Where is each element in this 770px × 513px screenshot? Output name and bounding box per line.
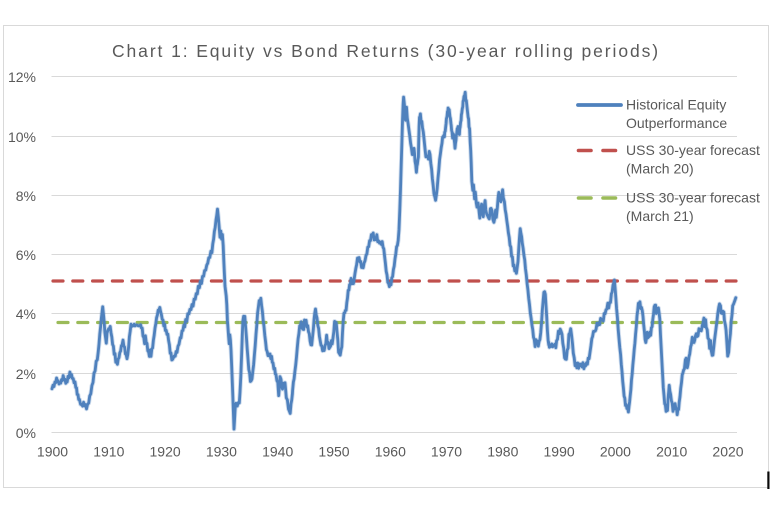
svg-text:1980: 1980 [487, 444, 518, 460]
svg-text:2010: 2010 [656, 444, 687, 460]
svg-text:6%: 6% [16, 247, 36, 263]
svg-text:USS 30-year forecast: USS 30-year forecast [626, 190, 760, 206]
svg-text:(March 20): (March 20) [626, 161, 694, 177]
svg-text:2020: 2020 [712, 444, 743, 460]
svg-text:Outperformance: Outperformance [626, 115, 727, 131]
svg-text:USS 30-year forecast: USS 30-year forecast [626, 142, 760, 158]
svg-text:0%: 0% [16, 425, 36, 441]
svg-text:1910: 1910 [93, 444, 124, 460]
svg-text:1900: 1900 [37, 444, 68, 460]
svg-text:2000: 2000 [600, 444, 631, 460]
svg-text:1970: 1970 [431, 444, 462, 460]
svg-text:8%: 8% [16, 188, 36, 204]
svg-text:1930: 1930 [206, 444, 237, 460]
svg-text:12%: 12% [8, 69, 36, 85]
svg-text:2%: 2% [16, 366, 36, 382]
svg-text:4%: 4% [16, 306, 36, 322]
svg-text:(March 21): (March 21) [626, 208, 694, 224]
svg-text:Historical Equity: Historical Equity [626, 97, 726, 113]
svg-text:1960: 1960 [375, 444, 406, 460]
svg-text:1920: 1920 [150, 444, 181, 460]
svg-text:1990: 1990 [544, 444, 575, 460]
svg-text:10%: 10% [8, 129, 36, 145]
svg-text:1950: 1950 [318, 444, 349, 460]
svg-text:1940: 1940 [262, 444, 293, 460]
svg-text:Chart 1: Equity vs Bond Return: Chart 1: Equity vs Bond Returns (30-year… [112, 41, 660, 61]
